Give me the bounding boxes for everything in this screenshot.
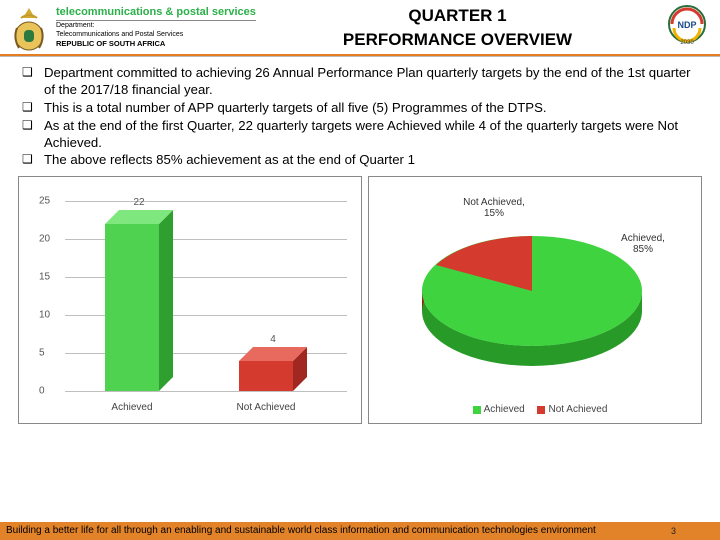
y-tick-label: 10 (39, 310, 50, 321)
bar-value-label: 22 (119, 197, 159, 208)
dept-sub2: Telecommunications and Postal Services (56, 31, 256, 39)
svg-text:2030: 2030 (680, 40, 694, 46)
coat-of-arms-icon (8, 4, 50, 52)
footer-bar: Building a better life for all through a… (0, 522, 720, 540)
bullet-item: The above reflects 85% achievement as at… (22, 152, 698, 169)
charts-row: 0 5 10 15 20 25 22 Achieved 4 Not Achieved Not Ac… (0, 176, 720, 424)
pie-wrap: Not Achieved,15% Achieved,85% (407, 199, 657, 379)
y-tick-label: 20 (39, 234, 50, 245)
y-tick-label: 15 (39, 272, 50, 283)
bar-value-label: 4 (253, 334, 293, 345)
legend-label-achieved: Achieved (484, 404, 525, 415)
pie-chart: Not Achieved,15% Achieved,85% Achieved N… (368, 176, 702, 424)
footer-text: Building a better life for all through a… (6, 525, 596, 536)
svg-text:NDP: NDP (677, 20, 696, 30)
bullet-item: This is a total number of APP quarterly … (22, 100, 698, 117)
dept-sub1: Department: (56, 22, 256, 30)
slide-header: telecommunications & postal services Dep… (0, 0, 720, 52)
y-tick-label: 5 (39, 348, 45, 359)
pie-svg (407, 199, 657, 379)
legend-label-not: Not Achieved (548, 404, 607, 415)
legend-swatch-achieved (473, 406, 481, 414)
bullet-list: Department committed to achieving 26 Ann… (0, 57, 720, 176)
pie-label-not: Not Achieved,15% (459, 197, 529, 219)
y-tick-label: 0 (39, 386, 45, 397)
y-tick-label: 25 (39, 196, 50, 207)
title-line1: QUARTER 1 (263, 6, 652, 26)
dept-name: telecommunications & postal services (56, 6, 256, 21)
dept-sub3: REPUBLIC OF SOUTH AFRICA (56, 39, 256, 48)
bar-x-label: Achieved (87, 402, 177, 413)
department-text-block: telecommunications & postal services Dep… (56, 4, 256, 48)
grid-line (65, 391, 347, 392)
header-left: telecommunications & postal services Dep… (8, 4, 263, 52)
bullet-item: As at the end of the first Quarter, 22 q… (22, 118, 698, 152)
bar (239, 347, 307, 391)
header-right: NDP 2030 (652, 4, 712, 48)
title-line2: PERFORMANCE OVERVIEW (263, 30, 652, 50)
bar (105, 210, 173, 391)
header-center: QUARTER 1 PERFORMANCE OVERVIEW (263, 4, 652, 50)
grid-line (65, 201, 347, 202)
bar-chart: 0 5 10 15 20 25 22 Achieved 4 Not Achieved (18, 176, 362, 424)
bullet-item: Department committed to achieving 26 Ann… (22, 65, 698, 99)
bar-x-label: Not Achieved (221, 402, 311, 413)
pie-label-achieved: Achieved,85% (611, 233, 675, 255)
ndp-logo-icon: NDP 2030 (662, 4, 712, 48)
page-number: 3 (671, 526, 676, 537)
legend-swatch-not (537, 406, 545, 414)
pie-legend: Achieved Not Achieved (369, 404, 701, 415)
